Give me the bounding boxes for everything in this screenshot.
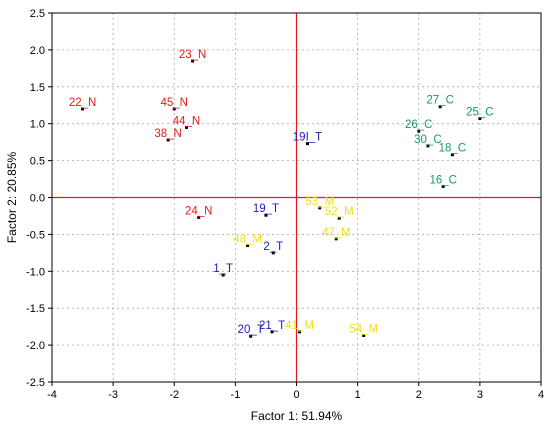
y-tick-label: 0.5	[30, 156, 45, 168]
x-tick-label: -2	[169, 389, 179, 401]
point-label: 44_N	[173, 115, 201, 127]
data-point: 23_N	[179, 49, 207, 63]
point-label: 48_M	[233, 233, 262, 245]
data-point: 44_N	[173, 115, 201, 129]
point-label: 52_M	[325, 206, 354, 218]
y-tick-label: 2.5	[30, 8, 45, 20]
point-marker	[172, 107, 176, 111]
point-marker	[337, 216, 341, 220]
point-label: 19I_T	[293, 132, 322, 144]
data-point: 47_M	[322, 227, 351, 241]
data-point: 38_N	[154, 128, 182, 142]
point-label: 16_C	[429, 174, 457, 186]
point-marker	[362, 334, 366, 338]
point-label: 2_T	[263, 241, 283, 253]
data-point: 54_M	[349, 324, 378, 338]
point-marker	[246, 243, 250, 247]
x-tick-label: -3	[108, 389, 118, 401]
point-marker	[221, 273, 225, 277]
point-marker	[184, 125, 188, 129]
data-point: 20_T	[238, 324, 264, 338]
point-label: 26_C	[405, 119, 433, 131]
point-marker	[438, 105, 442, 109]
data-point: 53_M	[305, 196, 334, 210]
point-label: 27_C	[426, 95, 454, 107]
point-marker	[166, 138, 170, 142]
data-point: 19_T	[253, 203, 279, 217]
point-label: 19_T	[253, 203, 279, 215]
data-point: 25_C	[466, 107, 494, 121]
y-tick-label: -2.0	[26, 340, 45, 352]
y-tick-label: -1.0	[26, 266, 45, 278]
point-marker	[450, 153, 454, 157]
x-tick-label: 3	[477, 389, 483, 401]
y-tick-label: 0.0	[30, 193, 45, 205]
y-tick-label: 2.0	[30, 45, 45, 57]
x-tick-label: 1	[355, 389, 361, 401]
point-label: 1_T	[213, 263, 233, 275]
point-marker	[417, 129, 421, 133]
y-tick-label: -2.5	[26, 377, 45, 389]
data-point: 18_C	[439, 143, 467, 157]
point-marker	[264, 213, 268, 217]
data-point: 21_T	[259, 320, 285, 334]
axis-ticks: -4 -3 -2 -1 0 1 2 3 4 2.5 2.0 1.5 1.0 0.5 0.0 -0.5 -1.0 -…	[26, 8, 544, 401]
data-point: 22_N	[69, 97, 97, 111]
data-point: 1_T	[213, 263, 233, 277]
data-points: 23_N 22_N 45_N 44_N38_N 24_N 27_C 25_C 26_C 30_C…	[69, 49, 494, 338]
x-tick-label: 2	[416, 389, 422, 401]
point-label: 18_C	[439, 143, 467, 155]
point-marker	[81, 107, 85, 111]
x-tick-label: 0	[293, 389, 299, 401]
x-tick-label: 4	[538, 389, 544, 401]
point-marker	[197, 215, 201, 219]
data-point: 45_N	[161, 97, 189, 111]
data-point: 27_C	[426, 95, 454, 109]
point-marker	[249, 334, 253, 338]
data-point: 16_C	[429, 174, 457, 188]
point-marker	[441, 184, 445, 188]
point-label: 25_C	[466, 107, 494, 119]
point-marker	[270, 330, 274, 334]
point-label: 22_N	[69, 97, 97, 109]
data-point: 2_T	[263, 241, 283, 255]
y-axis-label: Factor 2: 20.85%	[5, 151, 19, 243]
x-axis-label: Factor 1: 51.94%	[251, 409, 343, 423]
data-point: 19I_T	[293, 132, 322, 146]
point-marker	[334, 237, 338, 241]
point-marker	[318, 206, 322, 210]
point-label: 47_M	[322, 227, 351, 239]
point-marker	[191, 59, 195, 63]
data-point: 30_C	[414, 134, 442, 148]
data-point: 41_M	[285, 320, 314, 334]
data-point: 24_N	[185, 205, 213, 219]
y-tick-label: 1.5	[30, 82, 45, 94]
point-label: 23_N	[179, 49, 207, 61]
point-marker	[306, 142, 310, 146]
data-point: 52_M	[325, 206, 354, 220]
reference-lines	[52, 13, 541, 382]
point-label: 24_N	[185, 205, 213, 217]
point-marker	[298, 330, 302, 334]
point-label: 21_T	[259, 320, 285, 332]
point-label: 30_C	[414, 134, 442, 146]
point-marker	[271, 251, 275, 255]
y-tick-label: -0.5	[26, 229, 45, 241]
point-label: 54_M	[349, 324, 378, 336]
point-label: 53_M	[305, 196, 334, 208]
x-tick-label: -4	[47, 389, 57, 401]
data-point: 26_C	[405, 119, 433, 133]
point-label: 38_N	[154, 128, 182, 140]
point-marker	[478, 117, 482, 121]
y-tick-label: 1.0	[30, 119, 45, 131]
point-label: 41_M	[285, 320, 314, 332]
point-label: 20_T	[238, 324, 264, 336]
y-tick-label: -1.5	[26, 303, 45, 315]
x-tick-label: -1	[230, 389, 240, 401]
data-point: 48_M	[233, 233, 262, 247]
point-marker	[426, 144, 430, 148]
point-label: 45_N	[161, 97, 189, 109]
